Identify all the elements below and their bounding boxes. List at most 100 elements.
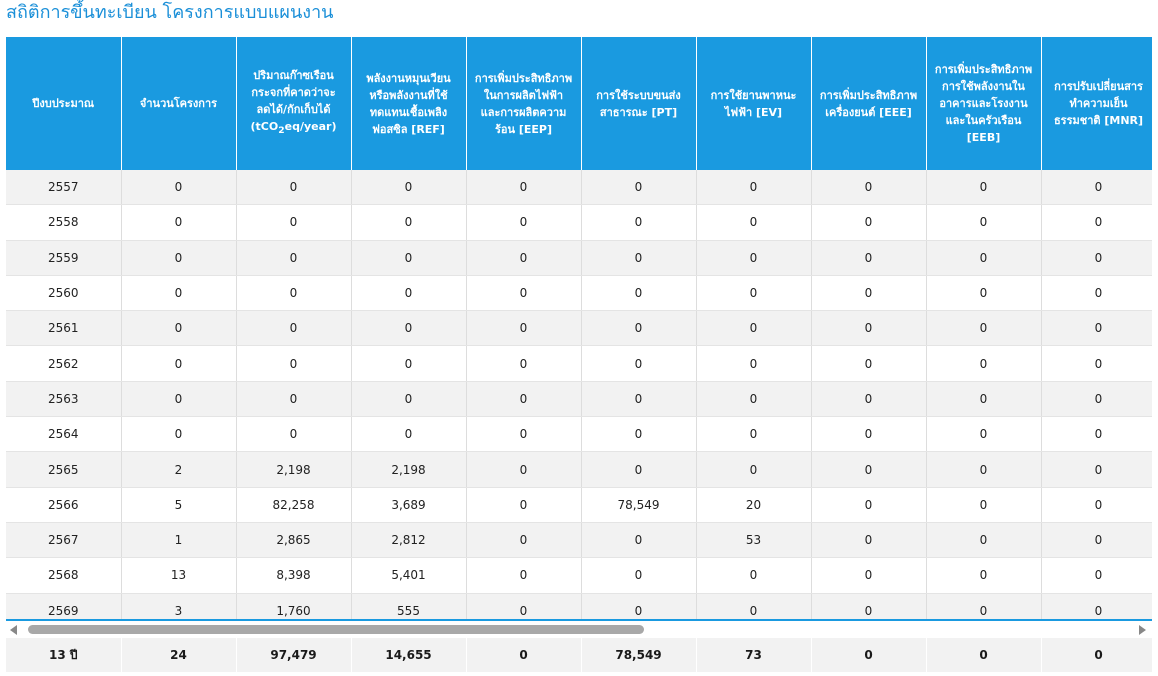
table-row: 2560 0 0 0 0 0 0 0 0 0	[6, 275, 1152, 312]
table-cell: 0	[1041, 381, 1152, 418]
table-cell: 0	[581, 204, 697, 241]
horizontal-scrollbar[interactable]	[6, 621, 1152, 637]
unit-suffix: eq/year)	[284, 120, 337, 134]
table-footer: 13 ปี 24 97,479 14,655 0 78,549 73 0 0 0	[6, 638, 1152, 672]
table-cell: 0	[351, 240, 467, 276]
table-cell: 0	[1041, 416, 1152, 453]
table-cell: 0	[696, 240, 812, 276]
footer-cell: 14,655	[351, 638, 467, 672]
table-cell: 53	[696, 522, 812, 559]
table-cell: 0	[466, 345, 582, 382]
table-cell: 0	[811, 275, 927, 312]
table-cell: 0	[696, 593, 812, 619]
table-cell: 0	[466, 487, 582, 523]
table-cell: 0	[581, 240, 697, 276]
footer-cell: 73	[696, 638, 812, 672]
table-row: 2562 0 0 0 0 0 0 0 0 0	[6, 345, 1152, 382]
column-header: การเพิ่มประสิทธิภาพเครื่องยนต์ [EEE]	[811, 37, 927, 170]
table-cell: 0	[466, 557, 582, 594]
table-cell: 0	[696, 204, 812, 241]
table-cell: 0	[696, 310, 812, 347]
table-row: 2566 5 82,258 3,689 0 78,549 20 0 0 0	[6, 487, 1152, 523]
table-cell: 0	[466, 275, 582, 312]
footer-cell: 0	[926, 638, 1042, 672]
table-row: 2564 0 0 0 0 0 0 0 0 0	[6, 416, 1152, 453]
table-cell: 0	[926, 275, 1042, 312]
table-cell: 0	[811, 310, 927, 347]
table-row: 2565 2 2,198 2,198 0 0 0 0 0 0	[6, 451, 1152, 488]
table-cell: 0	[1041, 522, 1152, 559]
table-cell: 0	[696, 275, 812, 312]
table-cell: 0	[121, 310, 237, 347]
header-text: การเพิ่มประสิทธิภาพการใช้พลังงานในอาคารแ…	[934, 63, 1033, 144]
column-header: พลังงานหมุนเวียนหรือพลังงานที่ใช้ทดแทนเช…	[351, 37, 467, 170]
table-row: 2558 0 0 0 0 0 0 0 0 0	[6, 204, 1152, 241]
scroll-thumb[interactable]	[28, 625, 644, 634]
table-cell: 1,760	[236, 593, 352, 619]
table-cell: 2568	[6, 557, 122, 594]
table-cell: 0	[926, 451, 1042, 488]
footer-cell: 78,549	[581, 638, 697, 672]
table-cell: 0	[926, 204, 1042, 241]
table-cell: 0	[121, 240, 237, 276]
table-cell: 2566	[6, 487, 122, 523]
table-cell: 0	[236, 275, 352, 312]
table-cell: 5,401	[351, 557, 467, 594]
column-header: ปีงบประมาณ	[6, 37, 122, 170]
table-cell: 0	[926, 522, 1042, 559]
table-cell: 0	[466, 240, 582, 276]
table-row: 2569 3 1,760 555 0 0 0 0 0 0	[6, 593, 1152, 619]
table-cell: 0	[466, 593, 582, 619]
table-cell: 0	[466, 170, 582, 206]
table-cell: 20	[696, 487, 812, 523]
table-cell: 0	[926, 381, 1042, 418]
table-row: 2568 13 8,398 5,401 0 0 0 0 0 0	[6, 557, 1152, 594]
table-cell: 2569	[6, 593, 122, 619]
header-text: จำนวนโครงการ	[139, 97, 218, 110]
table-cell: 0	[1041, 204, 1152, 241]
table-cell: 0	[121, 416, 237, 453]
footer-table: 13 ปี 24 97,479 14,655 0 78,549 73 0 0 0	[6, 638, 1152, 672]
table-cell: 0	[811, 557, 927, 594]
table-cell: 0	[236, 310, 352, 347]
table-cell: 0	[581, 381, 697, 418]
table-cell: 0	[1041, 593, 1152, 619]
table-cell: 2558	[6, 204, 122, 241]
table-body: 2557 0 0 0 0 0 0 0 0 0 2558 0 0 0 0 0 0 0 0 0 2559 0 0 0 0 0 0 0 0 0 2…	[6, 170, 1152, 619]
table-cell: 0	[581, 593, 697, 619]
table-cell: 0	[236, 416, 352, 453]
table-cell: 0	[466, 416, 582, 453]
header-row: ปีงบประมาณ จำนวนโครงการ ปริมาณก๊าซเรือนกระ…	[6, 37, 1152, 170]
table-cell: 0	[696, 416, 812, 453]
stats-table: ปีงบประมาณ จำนวนโครงการ ปริมาณก๊าซเรือนกระ…	[6, 37, 1152, 619]
table-cell: 0	[581, 275, 697, 312]
table-cell: 0	[351, 275, 467, 312]
table-cell: 0	[351, 416, 467, 453]
table-cell: 0	[121, 381, 237, 418]
table-cell: 0	[581, 416, 697, 453]
table-cell: 5	[121, 487, 237, 523]
table-cell: 0	[581, 522, 697, 559]
table-cell: 0	[926, 170, 1042, 206]
table-cell: 13	[121, 557, 237, 594]
table-cell: 0	[926, 240, 1042, 276]
table-cell: 2561	[6, 310, 122, 347]
table-cell: 0	[351, 345, 467, 382]
scroll-right[interactable]	[1139, 625, 1146, 635]
table-cell: 0	[696, 170, 812, 206]
table-cell: 2563	[6, 381, 122, 418]
table-cell: 0	[926, 310, 1042, 347]
table-cell: 0	[351, 204, 467, 241]
table-cell: 0	[581, 451, 697, 488]
column-header: การใช้ยานพาหนะไฟฟ้า [EV]	[696, 37, 812, 170]
column-header: การปรับเปลี่ยนสารทำความเย็นธรรมชาติ [MNR…	[1041, 37, 1152, 170]
column-header: การเพิ่มประสิทธิภาพการใช้พลังงานในอาคารแ…	[926, 37, 1042, 170]
table-cell: 0	[1041, 170, 1152, 206]
column-header: ปริมาณก๊าซเรือนกระจกที่คาดว่าจะลดได้/กัก…	[236, 37, 352, 170]
table-cell: 0	[811, 593, 927, 619]
table-cell: 0	[466, 451, 582, 488]
scroll-left[interactable]	[10, 625, 17, 635]
table-row: 2559 0 0 0 0 0 0 0 0 0	[6, 240, 1152, 276]
header-text: ปริมาณก๊าซเรือนกระจกที่คาดว่าจะลดได้/กัก…	[251, 69, 336, 117]
